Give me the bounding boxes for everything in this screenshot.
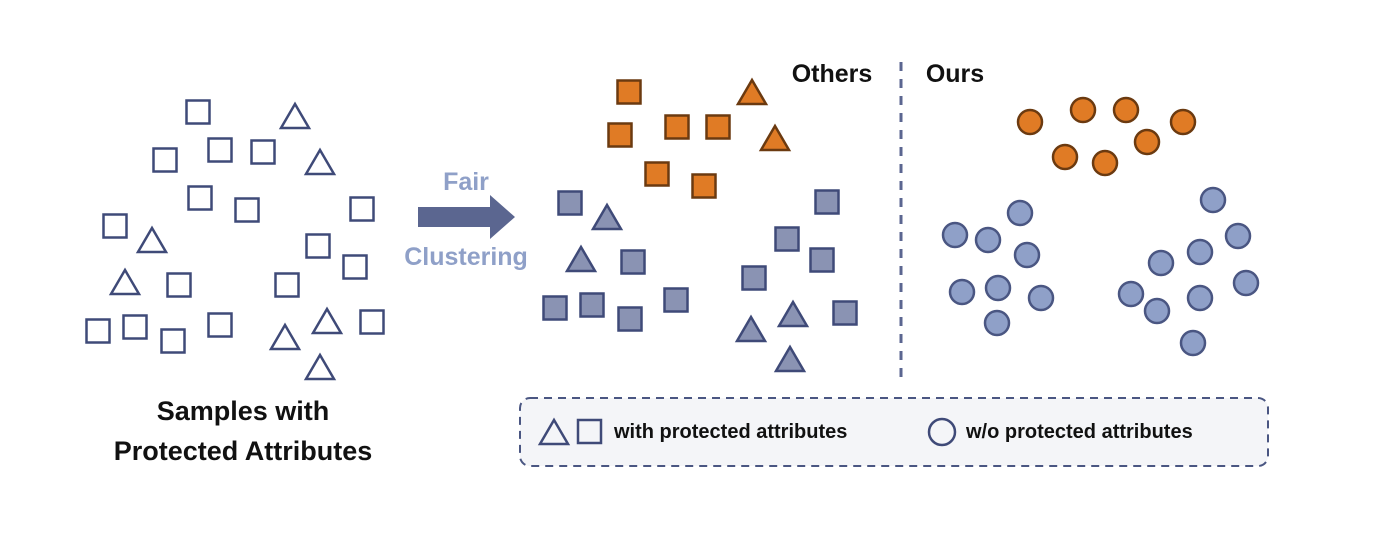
others-orange-square: [644, 161, 670, 187]
others-orange-square: [616, 79, 642, 105]
input-sample-triangle: [303, 147, 337, 176]
ours-orange-circle: [1169, 108, 1197, 136]
input-sample-square: [234, 197, 260, 223]
ours-blue-circle: [1224, 222, 1252, 250]
ours-blue-circle: [1232, 269, 1260, 297]
input-sample-square: [274, 272, 300, 298]
input-caption-line1: Samples with: [157, 396, 330, 426]
ours-clusters: [941, 96, 1260, 357]
others-gray-square: [617, 306, 643, 332]
others-gray-triangle: [776, 299, 810, 328]
ours-blue-circle: [941, 221, 969, 249]
others-gray-triangle: [590, 202, 624, 231]
input-sample-square: [152, 147, 178, 173]
others-gray-square: [542, 295, 568, 321]
ours-orange-circle: [1016, 108, 1044, 136]
legend-circle-icon: [927, 417, 957, 447]
input-sample-triangle: [310, 306, 344, 335]
legend-protected-label: with protected attributes: [613, 421, 847, 443]
input-samples: [85, 99, 385, 381]
input-sample-square: [102, 213, 128, 239]
ours-orange-circle: [1051, 143, 1079, 171]
others-orange-triangle: [758, 123, 792, 152]
others-orange-triangle: [735, 77, 769, 106]
others-title: Others: [792, 60, 873, 88]
input-sample-triangle: [268, 322, 302, 351]
legend-box: [519, 397, 1269, 467]
ours-blue-circle: [1147, 249, 1175, 277]
ours-blue-circle: [1179, 329, 1207, 357]
others-gray-square: [579, 292, 605, 318]
others-gray-square: [774, 226, 800, 252]
others-orange-square: [691, 173, 717, 199]
ours-orange-circle: [1069, 96, 1097, 124]
others-gray-square: [620, 249, 646, 275]
ours-blue-circle: [1027, 284, 1055, 312]
input-sample-square: [342, 254, 368, 280]
input-sample-triangle: [135, 225, 169, 254]
ours-blue-circle: [1006, 199, 1034, 227]
others-clusters: [542, 77, 858, 373]
others-orange-square: [664, 114, 690, 140]
arrow-label-line2: Clustering: [404, 243, 528, 271]
arrow-label-line1: Fair: [443, 168, 489, 196]
ours-orange-circle: [1133, 128, 1161, 156]
ours-blue-circle: [1013, 241, 1041, 269]
others-gray-square: [741, 265, 767, 291]
input-sample-triangle: [108, 267, 142, 296]
fair-clustering-arrow: [418, 195, 515, 239]
input-sample-square: [207, 312, 233, 338]
ours-blue-circle: [1117, 280, 1145, 308]
others-gray-triangle: [734, 314, 768, 343]
others-gray-triangle: [564, 244, 598, 273]
legend-triangle-icon: [537, 417, 571, 446]
ours-blue-circle: [983, 309, 1011, 337]
others-gray-square: [663, 287, 689, 313]
input-sample-triangle: [278, 101, 312, 130]
legend-unprotected-label: w/o protected attributes: [965, 421, 1193, 443]
ours-blue-circle: [1199, 186, 1227, 214]
input-sample-square: [187, 185, 213, 211]
input-sample-square: [122, 314, 148, 340]
others-gray-square: [814, 189, 840, 215]
input-sample-square: [85, 318, 111, 344]
input-sample-square: [305, 233, 331, 259]
others-gray-square: [557, 190, 583, 216]
input-sample-square: [185, 99, 211, 125]
ours-orange-circle: [1112, 96, 1140, 124]
input-sample-square: [250, 139, 276, 165]
ours-title: Ours: [926, 60, 984, 88]
input-caption-line2: Protected Attributes: [114, 436, 373, 466]
input-sample-square: [160, 328, 186, 354]
ours-blue-circle: [1186, 284, 1214, 312]
ours-blue-circle: [948, 278, 976, 306]
ours-blue-circle: [1143, 297, 1171, 325]
input-sample-square: [359, 309, 385, 335]
others-orange-square: [607, 122, 633, 148]
others-gray-triangle: [773, 344, 807, 373]
input-sample-square: [207, 137, 233, 163]
input-sample-triangle: [303, 352, 337, 381]
ours-orange-circle: [1091, 149, 1119, 177]
ours-blue-circle: [984, 274, 1012, 302]
legend-square-icon: [576, 418, 603, 445]
others-orange-square: [705, 114, 731, 140]
ours-blue-circle: [1186, 238, 1214, 266]
input-sample-square: [166, 272, 192, 298]
others-gray-square: [832, 300, 858, 326]
others-gray-square: [809, 247, 835, 273]
input-sample-square: [349, 196, 375, 222]
ours-blue-circle: [974, 226, 1002, 254]
